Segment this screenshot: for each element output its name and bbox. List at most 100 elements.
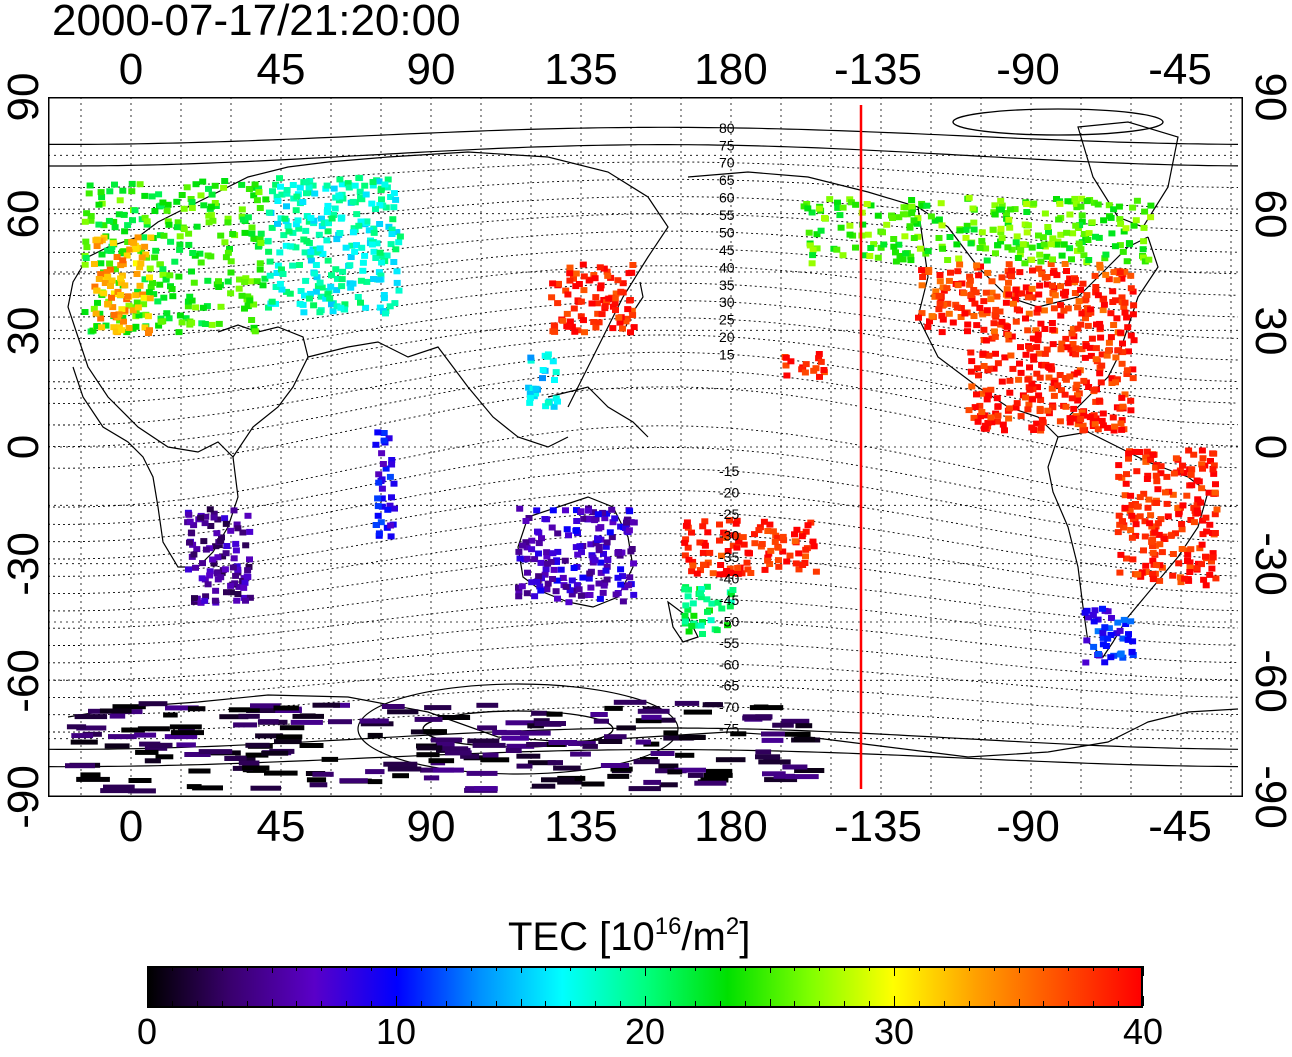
tec-point <box>432 767 464 773</box>
tec-point <box>978 309 986 316</box>
tec-point <box>1100 295 1108 302</box>
tec-point <box>1127 272 1135 279</box>
tec-point <box>1141 518 1149 525</box>
tec-point <box>375 276 383 283</box>
tec-point <box>957 314 965 320</box>
tec-point <box>133 299 141 306</box>
tec-point <box>238 760 260 766</box>
magnetic-contour <box>48 446 1239 525</box>
tec-point <box>987 386 995 393</box>
tec-point <box>1167 532 1175 539</box>
tec-point <box>998 318 1006 325</box>
tec-point <box>223 543 231 549</box>
tec-point <box>598 739 623 744</box>
contour-label: 45 <box>719 242 735 258</box>
tec-point <box>919 274 927 280</box>
tec-point <box>358 196 366 203</box>
tec-point <box>430 737 463 743</box>
tec-point <box>526 742 549 747</box>
tec-point <box>151 208 159 214</box>
tec-point <box>1032 327 1040 334</box>
tec-point <box>729 587 737 593</box>
tec-point <box>1029 294 1037 301</box>
tec-point <box>1061 375 1069 381</box>
tec-point <box>165 221 173 228</box>
tec-point <box>219 553 227 560</box>
colorbar-tick-mark <box>744 966 746 971</box>
tec-point <box>264 770 298 776</box>
tec-point <box>973 262 981 269</box>
tec-point <box>301 292 308 299</box>
tec-point <box>1198 541 1206 548</box>
colorbar-tick-mark <box>645 966 646 976</box>
top-lon-label: 45 <box>256 45 306 94</box>
tec-point <box>1098 362 1106 369</box>
tec-point <box>1108 230 1116 237</box>
tec-point <box>1140 238 1148 245</box>
tec-point <box>622 318 630 325</box>
tec-point <box>1148 538 1156 545</box>
tec-point <box>300 309 308 316</box>
tec-point <box>1005 415 1013 422</box>
magnetic-contour <box>48 161 1239 189</box>
tec-point <box>370 225 378 232</box>
tec-point <box>98 324 106 331</box>
tec-point <box>1099 307 1107 314</box>
tec-point <box>1008 267 1016 274</box>
tec-point <box>393 229 401 236</box>
tec-point <box>846 231 854 238</box>
tec-point <box>812 568 820 575</box>
tec-point <box>585 575 593 582</box>
colorbar-tick-mark <box>321 1001 323 1006</box>
tec-point <box>1036 408 1044 414</box>
tec-point <box>600 582 608 589</box>
tec-point <box>699 619 706 625</box>
tec-point <box>563 310 571 317</box>
tec-point <box>107 247 115 254</box>
tec-point <box>1039 234 1047 241</box>
tec-point <box>984 269 992 276</box>
tec-point <box>931 217 939 224</box>
tec-point <box>773 773 795 779</box>
tec-point <box>166 272 174 279</box>
tec-point <box>1001 354 1009 361</box>
contour-label: 15 <box>719 346 735 362</box>
tec-point <box>614 574 622 581</box>
tec-point <box>1090 643 1098 650</box>
tec-point <box>1157 470 1165 477</box>
tec-point <box>717 562 725 568</box>
tec-point <box>176 233 184 240</box>
tec-point <box>392 196 400 203</box>
tec-point <box>704 529 712 536</box>
tec-point <box>1149 549 1157 556</box>
tec-point <box>109 713 126 719</box>
colorbar-tick-mark <box>371 966 373 971</box>
tec-point <box>95 276 103 282</box>
tec-point <box>749 705 784 711</box>
tec-point <box>1129 366 1137 373</box>
tec-point <box>1044 363 1052 370</box>
tec-point <box>280 232 288 239</box>
tec-point <box>111 181 118 188</box>
tec-point <box>241 279 249 286</box>
tec-point <box>575 586 583 593</box>
tec-point <box>1035 265 1043 272</box>
tec-point <box>1119 635 1127 642</box>
tec-point <box>388 494 395 501</box>
tec-point <box>945 277 953 284</box>
tec-point <box>899 256 907 263</box>
tec-point <box>314 283 322 290</box>
tec-point <box>145 289 153 296</box>
tec-point <box>377 252 385 259</box>
tec-point <box>595 535 602 542</box>
tec-point <box>813 245 821 252</box>
tec-point <box>1107 334 1115 341</box>
colorbar-tick-mark <box>570 966 572 971</box>
tec-point <box>344 180 352 187</box>
tec-point <box>279 271 287 277</box>
magnetic-contour <box>48 468 1239 543</box>
tec-point <box>1004 331 1012 338</box>
tec-point <box>559 574 567 581</box>
tec-point <box>809 252 817 259</box>
tec-point <box>939 316 947 323</box>
